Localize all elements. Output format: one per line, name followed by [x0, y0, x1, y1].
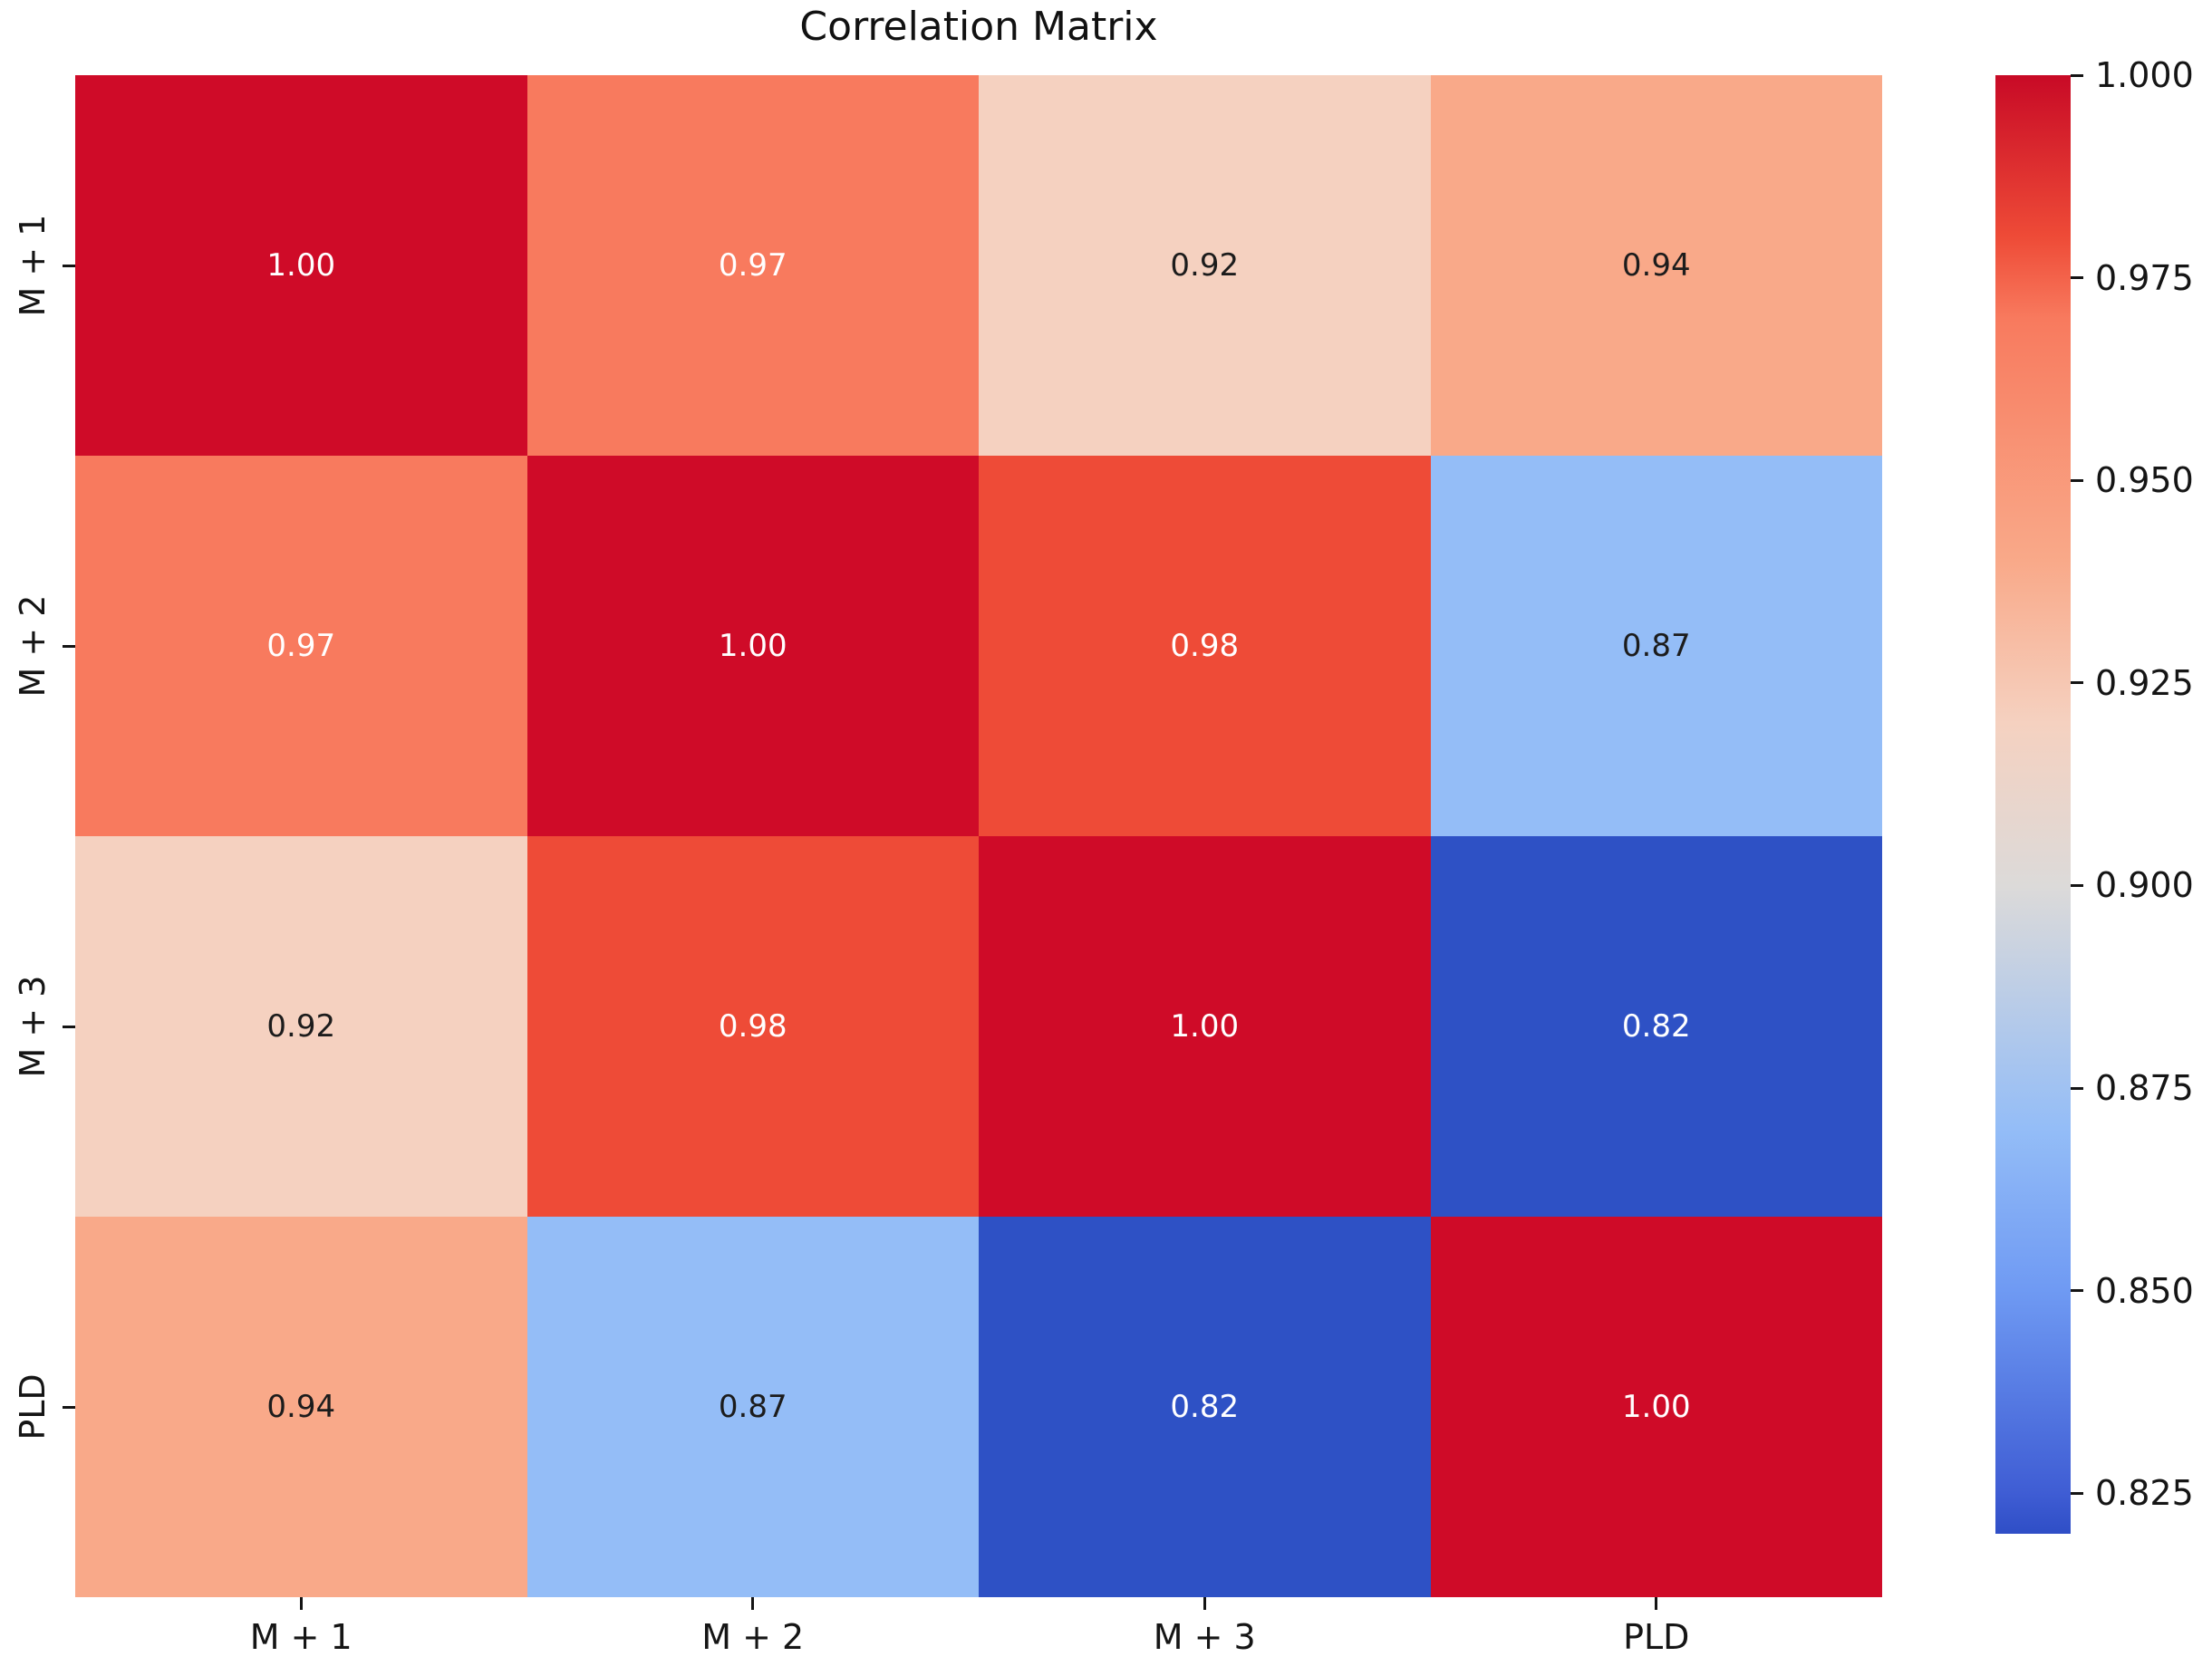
cell-value: 0.87 — [1621, 628, 1691, 664]
cell-value: 0.87 — [718, 1389, 787, 1425]
heatmap-cell: 0.98 — [979, 456, 1431, 836]
cell-value: 0.92 — [266, 1008, 336, 1045]
colorbar-tick-label: 0.850 — [2095, 1270, 2194, 1311]
heatmap-cell: 1.00 — [526, 456, 979, 836]
colorbar-tick — [2071, 276, 2083, 280]
colorbar-tick-label: 0.925 — [2095, 662, 2194, 703]
cell-value: 0.97 — [718, 247, 787, 284]
cell-value: 0.82 — [1170, 1389, 1240, 1425]
colorbar — [1995, 75, 2071, 1534]
heatmap-cell: 0.97 — [75, 456, 527, 836]
heatmap-cell: 0.98 — [526, 836, 979, 1217]
x-tick — [1655, 1597, 1658, 1610]
cell-value: 0.92 — [1170, 247, 1240, 284]
chart-title: Correlation Matrix — [799, 4, 1158, 50]
heatmap-cell: 0.82 — [1430, 836, 1882, 1217]
x-tick-label: M + 3 — [1153, 1617, 1256, 1657]
cell-value: 1.00 — [1170, 1008, 1240, 1045]
heatmap-cell: 0.94 — [75, 1217, 527, 1597]
y-tick-label: PLD — [13, 1373, 53, 1440]
x-tick-label: M + 1 — [249, 1617, 353, 1657]
heatmap-cell: 0.82 — [979, 1217, 1431, 1597]
colorbar-tick — [2071, 478, 2083, 482]
colorbar-tick-label: 0.975 — [2095, 257, 2194, 298]
y-tick-label: M + 2 — [13, 594, 53, 698]
colorbar-tick-label: 0.950 — [2095, 460, 2194, 501]
cell-value: 0.94 — [266, 1389, 336, 1425]
heatmap-cell: 0.94 — [1430, 75, 1882, 456]
y-tick — [63, 644, 75, 648]
heatmap-cell: 0.92 — [979, 75, 1431, 456]
colorbar-tick — [2071, 1289, 2083, 1293]
colorbar-tick — [2071, 883, 2083, 887]
y-tick — [63, 1405, 75, 1409]
heatmap-cell: 1.00 — [1430, 1217, 1882, 1597]
cell-value: 0.82 — [1621, 1008, 1691, 1045]
x-tick-label: PLD — [1623, 1617, 1690, 1657]
cell-value: 0.97 — [266, 628, 336, 664]
y-tick-label: M + 3 — [13, 975, 53, 1078]
y-tick-label: M + 1 — [13, 214, 53, 317]
y-tick — [63, 1025, 75, 1028]
colorbar-tick-label: 0.825 — [2095, 1473, 2194, 1514]
heatmap-cell: 1.00 — [979, 836, 1431, 1217]
x-tick — [1203, 1597, 1206, 1610]
x-tick — [751, 1597, 755, 1610]
colorbar-tick-label: 0.875 — [2095, 1068, 2194, 1109]
heatmap-cell: 0.87 — [526, 1217, 979, 1597]
colorbar-tick — [2071, 1491, 2083, 1495]
cell-value: 1.00 — [266, 247, 336, 284]
heatmap-cell: 1.00 — [75, 75, 527, 456]
heatmap-cell: 0.92 — [75, 836, 527, 1217]
cell-value: 0.94 — [1621, 247, 1691, 284]
colorbar-tick — [2071, 1086, 2083, 1090]
heatmap: 1.00 0.97 0.92 0.94 0.97 1.00 0.98 0.87 0.92 0.98… — [75, 75, 1882, 1597]
cell-value: 1.00 — [718, 628, 787, 664]
colorbar-tick — [2071, 681, 2083, 685]
x-tick — [299, 1597, 303, 1610]
colorbar-tick — [2071, 73, 2083, 77]
colorbar-tick-label: 0.900 — [2095, 865, 2194, 906]
heatmap-cell: 0.97 — [526, 75, 979, 456]
colorbar-tick-label: 1.000 — [2095, 55, 2194, 95]
y-tick — [63, 264, 75, 267]
x-tick-label: M + 2 — [701, 1617, 805, 1657]
heatmap-cell: 0.87 — [1430, 456, 1882, 836]
cell-value: 1.00 — [1621, 1389, 1691, 1425]
cell-value: 0.98 — [1170, 628, 1240, 664]
cell-value: 0.98 — [718, 1008, 787, 1045]
